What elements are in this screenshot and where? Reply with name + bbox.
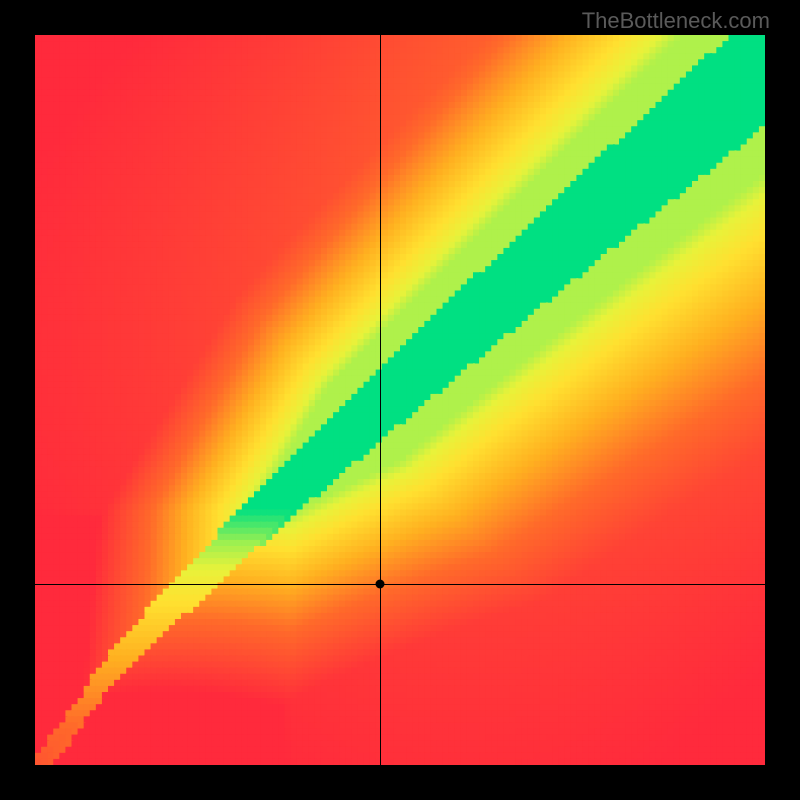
heatmap-canvas <box>35 35 765 765</box>
bottleneck-heatmap <box>35 35 765 765</box>
crosshair-vertical <box>380 35 381 765</box>
crosshair-marker <box>375 579 384 588</box>
watermark-text: TheBottleneck.com <box>582 8 770 34</box>
crosshair-horizontal <box>35 584 765 585</box>
